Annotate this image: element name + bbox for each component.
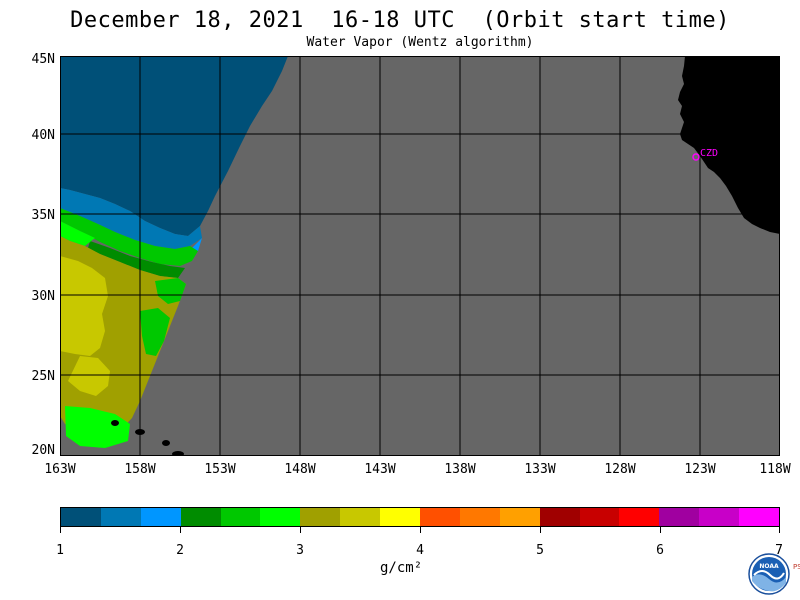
swath-bright-green: [60, 221, 95, 246]
swath-green-patch: [140, 308, 170, 356]
colorbar-tickmark: [779, 527, 780, 533]
page-title: December 18, 2021 16-18 UTC (Orbit start…: [70, 8, 730, 33]
lat-label-35n: 35N: [31, 208, 55, 223]
colorbar-tick-1: 1: [56, 543, 64, 558]
colorbar-tickmark: [540, 527, 541, 533]
noaa-logo-icon: NOAA: [748, 553, 790, 595]
swath-yellow-2: [68, 356, 110, 396]
colorbar-swatch: [619, 508, 660, 526]
colorbar-swatch: [699, 508, 740, 526]
colorbar-swatch: [260, 508, 301, 526]
swath-green-band: [60, 208, 198, 266]
colorbar-swatch: [340, 508, 381, 526]
colorbar-swatch: [579, 508, 620, 526]
water-vapor-map: CZD: [60, 56, 780, 456]
colorbar-units: g/cm²: [380, 560, 423, 576]
colorbar-tick-4: 4: [416, 543, 424, 558]
swath-green-patch-2: [65, 406, 130, 448]
swath-yellow: [60, 256, 108, 356]
colorbar-tickmark: [300, 527, 301, 533]
lon-label-138w: 138W: [444, 462, 476, 477]
map-canvas: CZD: [60, 56, 780, 456]
colorbar-swatch: [61, 508, 101, 526]
colorbar-swatch: [380, 508, 421, 526]
lon-label-158w: 158W: [124, 462, 156, 477]
swath-low-vapor: [60, 56, 288, 236]
lon-label-143w: 143W: [364, 462, 396, 477]
swath-green-patch-3: [155, 278, 186, 304]
graticule: [60, 56, 780, 456]
lon-label-133w: 133W: [524, 462, 556, 477]
colorbar-tick-3: 3: [296, 543, 304, 558]
lon-label-118w: 118W: [759, 462, 791, 477]
colorbar-swatch: [539, 508, 580, 526]
colorbar-swatch: [739, 508, 780, 526]
lat-label-30n: 30N: [31, 289, 55, 304]
north-america-land: [678, 56, 780, 234]
colorbar-swatch: [499, 508, 540, 526]
colorbar-swatch: [100, 508, 141, 526]
colorbar-swatch: [140, 508, 181, 526]
colorbar-tickmark: [420, 527, 421, 533]
colorbar-swatch: [459, 508, 500, 526]
colorbar-tick-7: 7: [775, 543, 783, 558]
colorbar-tick-5: 5: [536, 543, 544, 558]
lon-label-123w: 123W: [684, 462, 716, 477]
station-marker-czd: CZD: [692, 148, 718, 161]
page-subtitle: Water Vapor (Wentz algorithm): [306, 35, 534, 50]
data-swath: [60, 56, 288, 448]
lon-label-163w: 163W: [44, 462, 76, 477]
lat-label-40n: 40N: [31, 128, 55, 143]
colorbar-swatch: [659, 508, 700, 526]
lat-label-20n: 20N: [31, 443, 55, 458]
lat-label-25n: 25N: [31, 369, 55, 384]
logo-text: NOAA: [759, 563, 779, 570]
station-dot-icon: [692, 153, 700, 161]
colorbar-swatch: [300, 508, 341, 526]
swath-dark-green: [88, 241, 185, 278]
swath-blue-band: [60, 188, 202, 249]
colorbar-tickmark: [180, 527, 181, 533]
station-label: CZD: [700, 148, 718, 159]
lon-label-148w: 148W: [284, 462, 316, 477]
lat-label-45n: 45N: [31, 52, 55, 67]
colorbar-swatch: [220, 508, 261, 526]
psl-logo-text: PSL: [793, 563, 800, 571]
colorbar-swatch: [420, 508, 460, 526]
colorbar: [60, 507, 780, 527]
colorbar-swatch: [180, 508, 221, 526]
colorbar-tickmark: [60, 527, 61, 533]
lon-label-128w: 128W: [604, 462, 636, 477]
colorbar-tickmark: [660, 527, 661, 533]
colorbar-tick-2: 2: [176, 543, 184, 558]
lon-label-153w: 153W: [204, 462, 236, 477]
colorbar-tick-6: 6: [656, 543, 664, 558]
